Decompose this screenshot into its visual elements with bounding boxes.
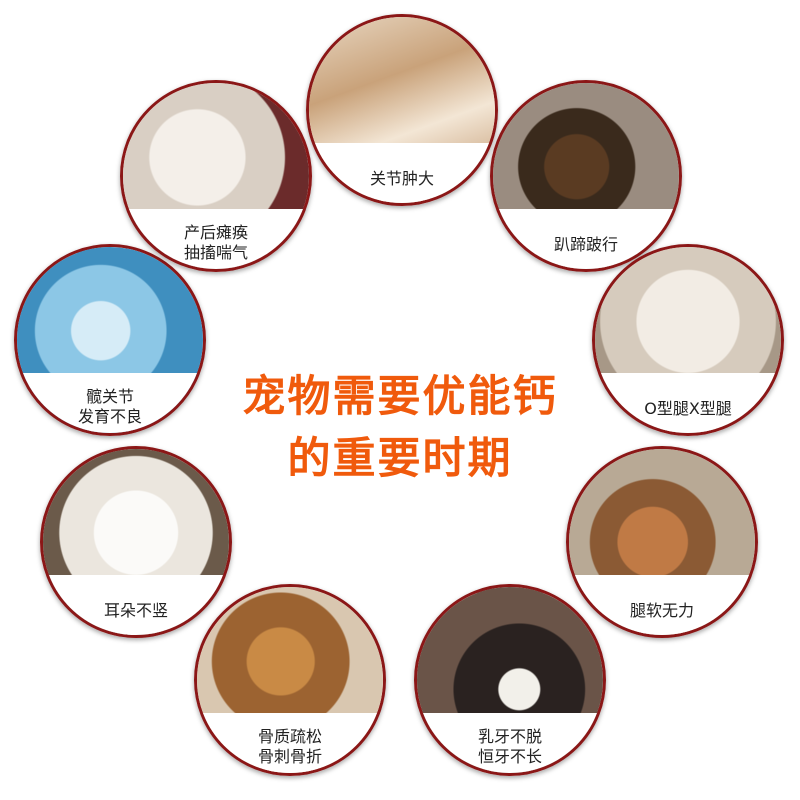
caption: 腿软无力	[629, 601, 694, 620]
caption: O型腿X型腿	[644, 399, 732, 418]
bubble-joint-swelling: 关节肿大	[306, 14, 498, 206]
caption-line-2: 恒牙不长	[477, 747, 542, 766]
headline-line-2: 的重要时期	[287, 434, 513, 484]
caption-line-1: 髋关节	[85, 387, 134, 406]
bubble-hip-dysplasia: 髋关节 发育不良	[14, 244, 206, 436]
caption-line-2: 抽搐喘气	[183, 243, 248, 262]
caption-line-2: 骨刺骨折	[257, 747, 322, 766]
caption-line-1: 乳牙不脱	[477, 727, 542, 746]
bubble-bowlegs: O型腿X型腿	[592, 244, 784, 436]
caption-band	[595, 373, 781, 433]
bubble-limping: 趴蹄跛行	[490, 80, 682, 272]
caption-band	[197, 713, 383, 773]
caption-band	[309, 143, 495, 203]
bubble-teeth: 乳牙不脱 恒牙不长	[414, 584, 606, 776]
bubble-postpartum: 产后瘫痪 抽搐喘气	[120, 80, 312, 272]
caption-band	[17, 373, 203, 433]
bubble-ears: 耳朵不竖	[40, 446, 232, 638]
caption-line-1: 产后瘫痪	[183, 223, 248, 242]
caption: 关节肿大	[369, 169, 434, 188]
caption: 耳朵不竖	[103, 601, 168, 620]
caption-band	[43, 575, 229, 635]
caption-line-1: 骨质疏松	[257, 727, 322, 746]
headline-line-1: 宠物需要优能钙	[242, 372, 558, 422]
caption-line-2: 发育不良	[77, 407, 142, 426]
caption-band	[123, 209, 309, 269]
caption-band	[417, 713, 603, 773]
